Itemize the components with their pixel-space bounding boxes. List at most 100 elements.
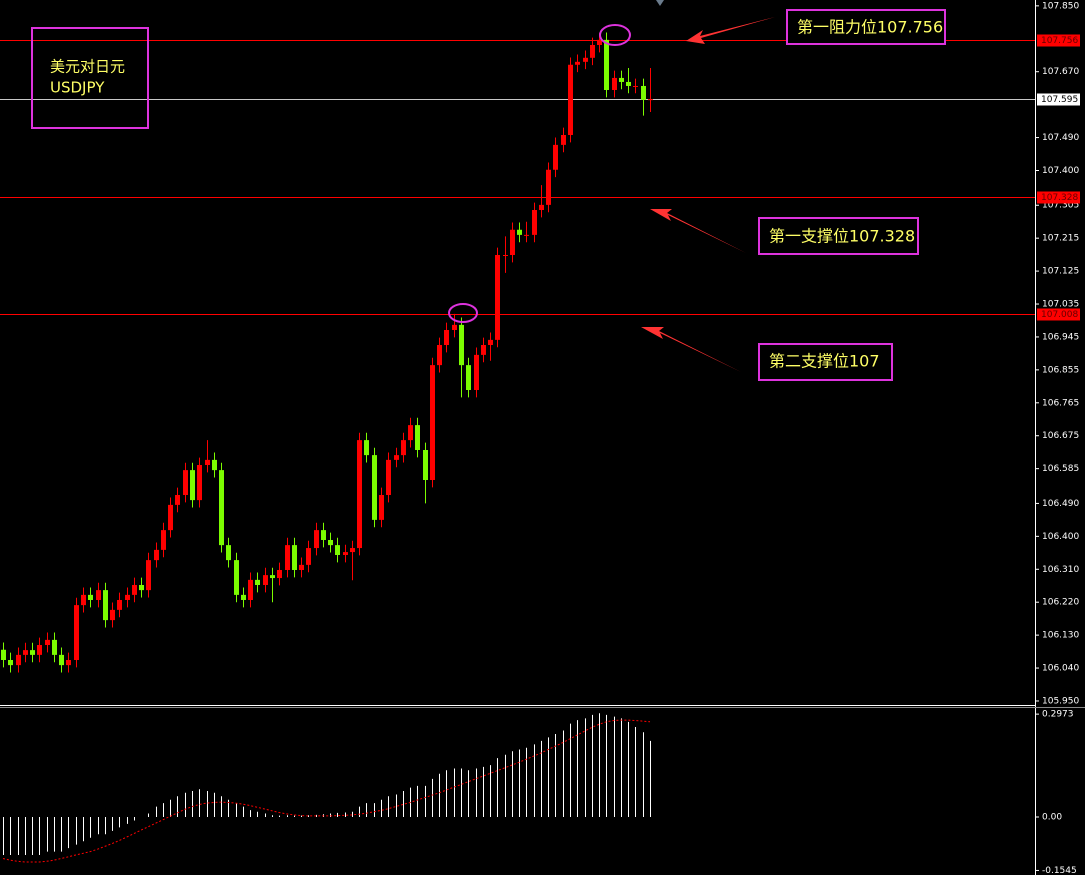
signal-line xyxy=(2,719,651,863)
candle-body xyxy=(626,81,631,86)
candle-body xyxy=(183,470,188,495)
candle-body xyxy=(219,470,224,546)
candle-body xyxy=(474,354,479,390)
candle-body xyxy=(168,504,173,531)
candle-body xyxy=(328,540,333,546)
y-tick-label: 107.125 xyxy=(1042,267,1079,277)
candle-body xyxy=(539,204,544,210)
y-tick-label: 0.00 xyxy=(1042,812,1062,822)
y-tick-label: 107.670 xyxy=(1042,67,1079,77)
candle-body xyxy=(103,590,108,621)
price-tag-bg xyxy=(1037,34,1080,47)
y-tick-label: 107.490 xyxy=(1042,133,1079,143)
candle-body xyxy=(590,45,595,58)
highlight-ellipse xyxy=(448,303,478,323)
candle-body xyxy=(394,455,399,460)
label-box xyxy=(758,343,893,381)
y-tick-label: 106.040 xyxy=(1042,664,1079,674)
support-note: 第二支撑位107 xyxy=(769,352,880,371)
y-tick-label: 106.490 xyxy=(1042,499,1079,509)
candle-body xyxy=(503,255,508,256)
candle-body xyxy=(37,645,42,655)
candle-body xyxy=(459,324,464,366)
candle-body xyxy=(212,459,217,471)
candle-body xyxy=(277,570,282,579)
candle-body xyxy=(641,85,646,100)
candle-body xyxy=(633,85,638,87)
label-box xyxy=(31,27,149,129)
candle-body xyxy=(386,459,391,495)
candle-body xyxy=(52,639,57,655)
arrow xyxy=(650,209,746,253)
candle-body xyxy=(74,605,79,660)
candle-body xyxy=(234,560,239,595)
candle-body xyxy=(255,579,260,585)
highlight-ellipse xyxy=(599,24,631,46)
pair-symbol: USDJPY xyxy=(50,79,105,97)
candle-body xyxy=(66,660,71,666)
resistance-note: 第一阻力位107.756 xyxy=(797,18,943,37)
candle-body xyxy=(379,495,384,520)
candle-body xyxy=(248,579,253,600)
candle-body xyxy=(175,495,180,505)
y-tick-label: 107.850 xyxy=(1042,1,1079,11)
y-tick-label: 107.305 xyxy=(1042,201,1079,211)
candle-body xyxy=(139,585,144,591)
candle-body xyxy=(59,654,64,666)
candle-body xyxy=(45,639,50,645)
candle-body xyxy=(81,594,86,606)
y-tick-label: 106.130 xyxy=(1042,631,1079,641)
price-tag-bg xyxy=(1037,191,1080,204)
price-tag-bg xyxy=(1037,308,1080,321)
candle-body xyxy=(452,324,457,330)
arrow xyxy=(641,327,741,372)
candle-body xyxy=(146,560,151,591)
candle-body xyxy=(154,549,159,561)
candle-body xyxy=(415,425,420,450)
candle-body xyxy=(110,609,115,621)
candle-body xyxy=(466,365,471,390)
candle-body xyxy=(612,77,617,90)
candle-body xyxy=(532,210,537,235)
support-note: 第一支撑位107.328 xyxy=(769,227,915,246)
candle-body xyxy=(619,77,624,82)
candle-body xyxy=(423,450,428,480)
candle-body xyxy=(292,545,297,570)
y-tick-label: 106.675 xyxy=(1042,431,1079,441)
candle-body xyxy=(350,548,355,553)
price-tag: 107.595 xyxy=(1041,95,1078,105)
candle-body xyxy=(226,545,231,561)
y-tick-label: -0.1545 xyxy=(1042,866,1077,875)
candle-body xyxy=(263,575,268,585)
candle-body xyxy=(546,169,551,205)
candle-body xyxy=(408,425,413,441)
arrow xyxy=(686,17,775,44)
y-tick-label: 106.585 xyxy=(1042,464,1079,474)
y-tick-label: 107.400 xyxy=(1042,166,1079,176)
candle-body xyxy=(517,229,522,235)
price-tag: 107.756 xyxy=(1041,36,1078,46)
candle-body xyxy=(437,345,442,366)
candle-body xyxy=(96,590,101,600)
candle-body xyxy=(299,564,304,570)
candle-body xyxy=(161,530,166,550)
candle-body xyxy=(1,649,6,660)
y-tick-label: 107.035 xyxy=(1042,300,1079,310)
candle-body xyxy=(648,99,653,101)
candle-body xyxy=(583,57,588,62)
candle-body xyxy=(430,365,435,480)
candle-body xyxy=(314,530,319,549)
candle-body xyxy=(321,530,326,540)
candle-body xyxy=(132,585,137,595)
candle-body xyxy=(495,255,500,340)
candle-body xyxy=(125,594,130,600)
candle-body xyxy=(23,650,28,655)
candle-body xyxy=(285,545,290,570)
label-box xyxy=(758,217,919,255)
candle-body xyxy=(357,440,362,549)
candle-body xyxy=(372,455,377,520)
price-tag: 107.328 xyxy=(1041,193,1078,203)
